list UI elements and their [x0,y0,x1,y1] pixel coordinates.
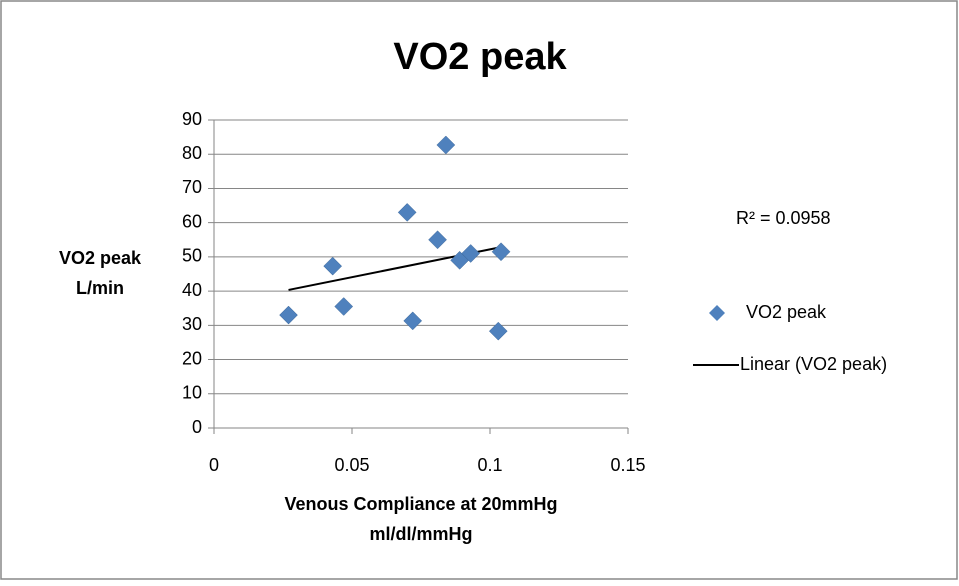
data-point [334,297,354,316]
data-point [403,311,423,331]
y-tick-label: 50 [182,246,202,266]
y-tick-label: 40 [182,280,202,300]
data-point [397,203,417,222]
x-tick-label: 0.15 [610,455,645,475]
data-point [436,135,456,155]
y-tick-label: 80 [182,143,202,163]
x-tick-label: 0.1 [477,455,502,475]
data-point [323,256,343,276]
x-tick-label: 0 [209,455,219,475]
data-point [488,321,508,341]
x-axis-label: ml/dl/mmHg [369,524,472,544]
x-tick-label: 0.05 [334,455,369,475]
y-tick-label: 0 [192,417,202,437]
y-tick-label: 70 [182,177,202,197]
legend-label: VO2 peak [746,302,827,322]
legend-label: Linear (VO2 peak) [740,354,887,374]
y-tick-label: 10 [182,383,202,403]
y-axis-label: L/min [76,278,124,298]
y-tick-label: 60 [182,211,202,231]
y-tick-label: 90 [182,109,202,129]
data-point [491,242,511,262]
data-point [428,230,447,250]
y-tick-label: 20 [182,348,202,368]
legend-marker [709,305,725,321]
x-axis-label: Venous Compliance at 20mmHg [284,494,557,514]
y-axis-label: VO2 peak [59,248,142,268]
chart-title: VO2 peak [393,36,567,78]
y-tick-label: 30 [182,314,202,334]
r-squared: R² = 0.0958 [736,208,831,228]
data-point [461,244,481,263]
data-point [279,305,298,325]
